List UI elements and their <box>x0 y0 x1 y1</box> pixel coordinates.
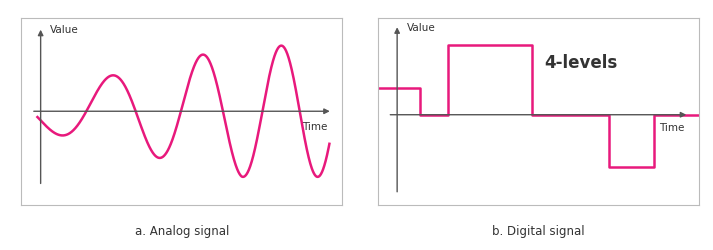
Text: a. Analog signal: a. Analog signal <box>135 225 229 238</box>
Text: 4-levels: 4-levels <box>545 54 618 72</box>
Text: b. Digital signal: b. Digital signal <box>492 225 585 238</box>
Text: Value: Value <box>407 23 436 33</box>
Text: Time: Time <box>302 122 328 132</box>
Text: Value: Value <box>50 25 79 35</box>
Text: Time: Time <box>659 123 684 133</box>
